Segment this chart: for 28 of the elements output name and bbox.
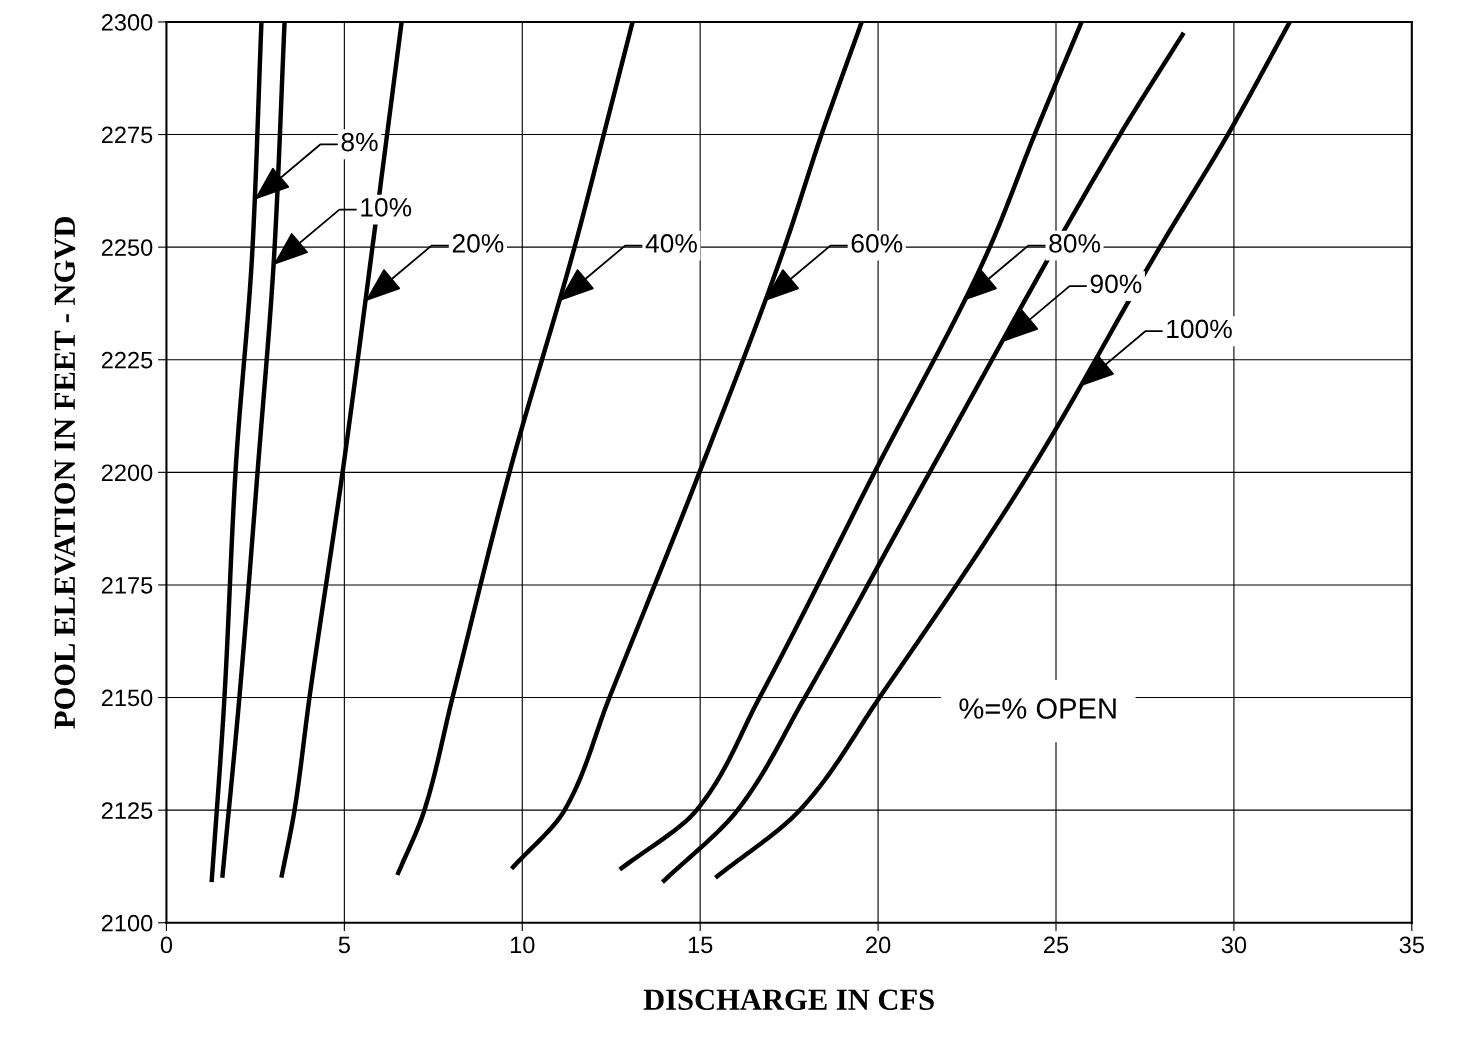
y-tick-label: 2275 <box>101 126 153 144</box>
x-tick-label: 30 <box>1221 936 1247 954</box>
y-axis-title: POOL ELEVATION IN FEET - NGVD <box>54 217 76 729</box>
x-tick-label: 35 <box>1399 936 1424 954</box>
annotation: 10% <box>361 198 412 217</box>
annotation: 80% <box>1049 234 1101 253</box>
annotation: 8% <box>341 132 378 152</box>
x-tick-label: 10 <box>510 936 535 954</box>
y-tick-label: 2150 <box>101 689 153 707</box>
y-tick-label: 2125 <box>101 802 153 819</box>
x-tick-label: 25 <box>1044 936 1069 954</box>
annotation: 20% <box>452 234 504 253</box>
y-tick-label: 2225 <box>101 351 153 369</box>
annotation: 100% <box>1167 319 1232 339</box>
x-tick-label: 20 <box>866 936 891 954</box>
y-tick-label: 2200 <box>101 464 153 482</box>
y-tick-label: 2250 <box>101 239 153 256</box>
y-tick-label: 2300 <box>101 14 153 31</box>
x-tick-label: 15 <box>688 936 713 954</box>
annotation: 60% <box>851 234 903 253</box>
x-axis-title: DISCHARGE IN CFS <box>643 989 934 1010</box>
annotation: %=% OPEN <box>959 698 1116 719</box>
annotation: 90% <box>1090 274 1142 294</box>
y-tick-label: 2100 <box>101 914 153 932</box>
x-tick-label: 0 <box>160 936 173 954</box>
y-tick-label: 2175 <box>101 577 153 594</box>
x-tick-label: 5 <box>338 936 350 954</box>
annotation: 40% <box>645 234 697 253</box>
